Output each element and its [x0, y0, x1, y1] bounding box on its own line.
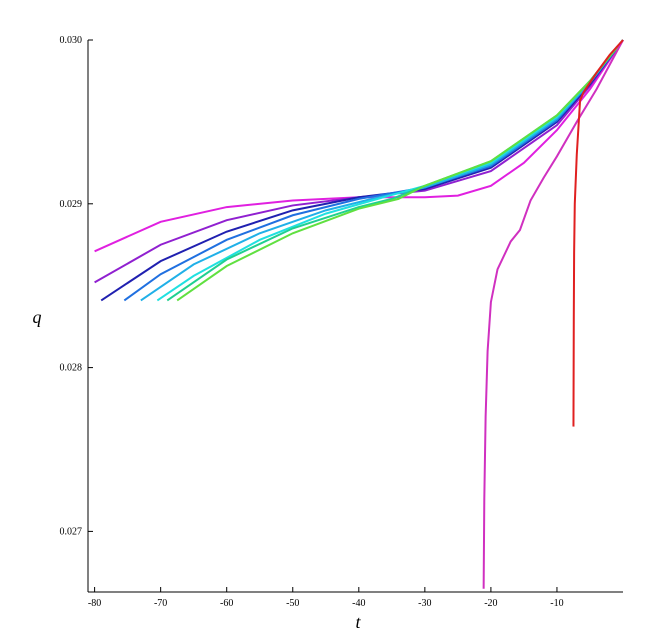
x-tick-label: -50 [286, 598, 299, 609]
y-tick-label: 0.028 [60, 363, 83, 374]
x-tick-label: -20 [484, 598, 497, 609]
series-line [100, 39, 624, 302]
series-line [572, 39, 624, 427]
x-tick-label: -70 [154, 598, 167, 609]
x-tick-label: -10 [550, 598, 563, 609]
y-axis-title: q [33, 307, 42, 327]
x-axis-title: t [355, 612, 361, 632]
y-tick-label: 0.027 [60, 526, 83, 537]
x-tick-label: -60 [220, 598, 233, 609]
series-line [176, 39, 624, 302]
series-line [94, 39, 624, 284]
series-line [482, 39, 624, 589]
series-line [140, 39, 624, 302]
x-tick-label: -80 [88, 598, 101, 609]
series-line [156, 39, 624, 302]
y-tick-label: 0.030 [60, 35, 83, 46]
series-line [94, 39, 624, 253]
y-tick-label: 0.029 [60, 199, 83, 210]
x-tick-label: -40 [352, 598, 365, 609]
x-tick-label: -30 [418, 598, 431, 609]
